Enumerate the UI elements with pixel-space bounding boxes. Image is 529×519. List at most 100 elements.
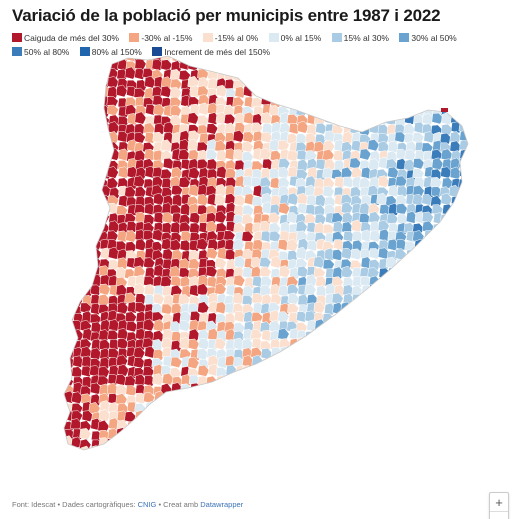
municipality-cell[interactable] (72, 256, 85, 270)
municipality-cell[interactable] (361, 438, 374, 450)
municipality-cell[interactable] (430, 364, 443, 377)
municipality-cell[interactable] (188, 457, 200, 468)
municipality-cell[interactable] (477, 250, 489, 261)
municipality-cell[interactable] (188, 420, 201, 432)
municipality-cell[interactable] (403, 403, 416, 415)
municipality-cell[interactable] (448, 79, 461, 92)
municipality-cell[interactable] (54, 321, 67, 334)
municipality-cell[interactable] (62, 283, 75, 296)
municipality-cell[interactable] (53, 85, 66, 99)
municipality-cell[interactable] (144, 266, 157, 280)
municipality-cell[interactable] (162, 402, 175, 415)
municipality-cell[interactable] (322, 67, 335, 80)
municipality-cell[interactable] (233, 274, 246, 287)
municipality-cell[interactable] (477, 134, 489, 145)
municipality-cell[interactable] (180, 410, 193, 423)
municipality-cell[interactable] (359, 401, 372, 413)
municipality-cell[interactable] (79, 95, 92, 107)
municipality-cell[interactable] (412, 87, 425, 101)
municipality-cell[interactable] (333, 329, 346, 343)
municipality-cell[interactable] (341, 412, 355, 425)
municipality-cell[interactable] (197, 436, 210, 449)
municipality-cell[interactable] (367, 85, 380, 98)
municipality-cell[interactable] (469, 160, 481, 171)
municipality-cell[interactable] (79, 428, 92, 441)
municipality-cell[interactable] (395, 374, 408, 387)
municipality-cell[interactable] (142, 318, 155, 332)
municipality-cell[interactable] (251, 312, 264, 324)
municipality-cell[interactable] (214, 194, 227, 207)
municipality-cell[interactable] (70, 274, 83, 287)
municipality-cell[interactable] (64, 158, 76, 171)
municipality-cell[interactable] (439, 221, 453, 233)
municipality-cell[interactable] (188, 268, 201, 280)
municipality-cell[interactable] (286, 52, 299, 64)
municipality-cell[interactable] (378, 293, 391, 306)
municipality-cell[interactable] (439, 437, 452, 450)
municipality-cell[interactable] (55, 194, 67, 206)
municipality-cell[interactable] (368, 113, 381, 126)
municipality-cell[interactable] (387, 321, 400, 333)
municipality-cell[interactable] (449, 410, 462, 423)
municipality-cell[interactable] (322, 259, 335, 271)
municipality-cell[interactable] (80, 148, 93, 161)
municipality-cell[interactable] (72, 61, 86, 74)
municipality-cell[interactable] (377, 356, 390, 370)
municipality-cell[interactable] (477, 413, 489, 424)
municipality-cell[interactable] (413, 238, 427, 252)
municipality-cell[interactable] (387, 384, 401, 396)
municipality-cell[interactable] (421, 211, 434, 224)
municipality-cell[interactable] (54, 151, 66, 164)
municipality-cell[interactable] (70, 410, 84, 422)
municipality-cell[interactable] (70, 168, 83, 180)
municipality-cell[interactable] (55, 401, 68, 415)
municipality-cell[interactable] (260, 409, 273, 422)
municipality-cell[interactable] (441, 239, 454, 252)
municipality-cell[interactable] (270, 427, 283, 441)
municipality-cell[interactable] (421, 302, 434, 315)
municipality-cell[interactable] (268, 212, 281, 225)
municipality-cell[interactable] (187, 356, 200, 370)
municipality-cell[interactable] (457, 214, 470, 226)
municipality-cell[interactable] (469, 166, 481, 178)
municipality-cell[interactable] (404, 284, 417, 298)
municipality-cell[interactable] (116, 301, 129, 315)
municipality-cell[interactable] (63, 59, 75, 71)
municipality-cell[interactable] (54, 418, 66, 431)
municipality-cell[interactable] (261, 52, 274, 62)
municipality-cell[interactable] (142, 446, 155, 458)
municipality-cell[interactable] (332, 429, 345, 441)
municipality-cell[interactable] (270, 53, 283, 64)
municipality-cell[interactable] (432, 330, 445, 343)
municipality-cell[interactable] (332, 458, 344, 469)
municipality-cell[interactable] (368, 158, 381, 172)
municipality-cell[interactable] (377, 77, 390, 91)
municipality-cell[interactable] (269, 88, 282, 100)
municipality-cell[interactable] (98, 455, 110, 467)
municipality-cell[interactable] (297, 76, 310, 90)
municipality-cell[interactable] (198, 457, 210, 468)
municipality-cell[interactable] (88, 150, 101, 163)
municipality-cell[interactable] (350, 454, 362, 466)
municipality-cell[interactable] (378, 428, 391, 441)
municipality-cell[interactable] (413, 383, 426, 397)
municipality-cell[interactable] (322, 139, 335, 153)
municipality-cell[interactable] (304, 59, 317, 73)
municipality-cell[interactable] (396, 68, 409, 82)
municipality-cell[interactable] (178, 421, 191, 434)
municipality-cell[interactable] (160, 168, 173, 181)
municipality-cell[interactable] (422, 348, 435, 361)
municipality-cell[interactable] (152, 447, 166, 459)
municipality-cell[interactable] (260, 112, 273, 125)
municipality-cell[interactable] (451, 67, 464, 81)
municipality-cell[interactable] (439, 294, 452, 307)
municipality-cell[interactable] (450, 230, 463, 243)
municipality-cell[interactable] (477, 169, 489, 180)
municipality-cell[interactable] (433, 286, 446, 299)
municipality-cell[interactable] (79, 52, 93, 63)
municipality-cell[interactable] (196, 429, 209, 442)
municipality-cell[interactable] (241, 445, 254, 458)
municipality-cell[interactable] (324, 356, 338, 370)
municipality-cell[interactable] (306, 401, 319, 415)
municipality-cell[interactable] (107, 76, 120, 89)
